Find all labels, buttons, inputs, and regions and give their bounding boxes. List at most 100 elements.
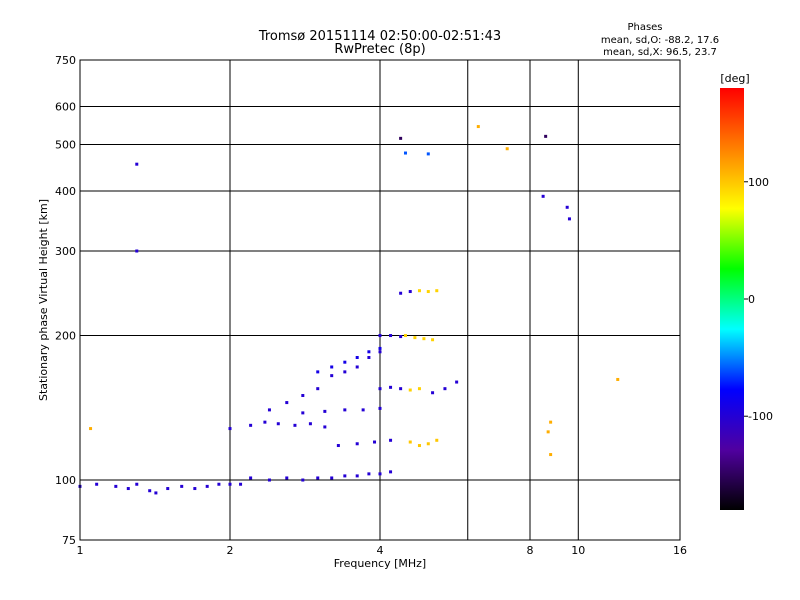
data-point xyxy=(285,401,289,405)
data-point xyxy=(355,442,359,446)
data-point xyxy=(323,409,327,413)
data-point xyxy=(263,420,267,424)
y-tick-label: 400 xyxy=(55,185,76,198)
data-point xyxy=(114,484,118,488)
data-point xyxy=(228,482,232,486)
scatter-points xyxy=(78,125,620,495)
data-point xyxy=(330,365,334,369)
y-tick-label: 200 xyxy=(55,330,76,343)
data-point xyxy=(355,474,359,478)
data-point xyxy=(378,472,382,476)
data-point xyxy=(389,470,393,474)
x-tick-labels: 1 2 4 8 16 10 xyxy=(77,544,688,557)
data-point xyxy=(431,338,435,342)
data-point xyxy=(301,411,305,415)
data-point xyxy=(426,442,430,446)
data-point xyxy=(367,350,371,354)
data-point xyxy=(403,151,407,155)
x-tick-label-minor: 10 xyxy=(571,544,585,557)
data-point xyxy=(126,487,130,491)
data-point xyxy=(373,440,377,444)
x-tick-label: 8 xyxy=(527,544,534,557)
stats-line-x: mean, sd,X: 96.5, 23.7 xyxy=(603,47,717,58)
data-point xyxy=(293,423,297,427)
y-tick-label: 300 xyxy=(55,245,76,258)
data-point xyxy=(431,391,435,395)
x-tick-label: 2 xyxy=(227,544,234,557)
data-point xyxy=(616,377,620,381)
data-point xyxy=(301,394,305,398)
data-point xyxy=(276,422,280,426)
data-point xyxy=(154,491,158,495)
y-tick-label: 100 xyxy=(55,474,76,487)
plot-frame xyxy=(79,59,681,541)
data-point xyxy=(330,476,334,480)
data-point xyxy=(89,427,93,431)
data-point xyxy=(408,440,412,444)
data-point xyxy=(343,474,347,478)
data-point xyxy=(399,335,403,339)
data-point xyxy=(135,249,139,253)
data-point xyxy=(355,355,359,359)
data-point xyxy=(422,337,426,341)
data-point xyxy=(399,291,403,295)
data-point xyxy=(267,408,271,412)
data-point xyxy=(549,453,553,457)
data-point xyxy=(323,425,327,429)
data-point xyxy=(228,427,232,431)
data-point xyxy=(378,387,382,391)
data-point xyxy=(316,476,320,480)
data-point xyxy=(567,217,571,221)
x-tick-label: 4 xyxy=(377,544,384,557)
data-point xyxy=(389,334,393,338)
data-point xyxy=(378,346,382,350)
data-point xyxy=(413,336,417,340)
data-point xyxy=(549,420,553,424)
y-tick-label: 75 xyxy=(62,534,76,547)
data-point xyxy=(135,162,139,166)
data-point xyxy=(541,194,545,198)
colorbar-tick-label: 0 xyxy=(748,293,755,306)
y-tick-label: 500 xyxy=(55,139,76,152)
y-tick-label: 750 xyxy=(55,54,76,67)
data-point xyxy=(544,134,548,138)
y-axis-label: Stationary phase Virtual Height [km] xyxy=(37,199,50,401)
data-point xyxy=(403,334,407,338)
chart-subtitle: RwPretec (8p) xyxy=(334,42,425,57)
x-axis-label: Frequency [MHz] xyxy=(334,557,426,570)
data-point xyxy=(308,422,312,426)
data-point xyxy=(343,360,347,364)
data-point xyxy=(378,334,382,338)
stats-line-o: mean, sd,O: -88.2, 17.6 xyxy=(601,35,719,46)
data-point xyxy=(239,482,243,486)
data-point xyxy=(426,290,430,294)
colorbar-tick-label: 100 xyxy=(748,176,769,189)
data-point xyxy=(301,478,305,482)
data-point xyxy=(417,387,421,391)
data-point xyxy=(166,487,170,491)
data-point xyxy=(217,482,221,486)
colorbar-tick-labels: 100 0 -100 xyxy=(744,176,773,423)
data-point xyxy=(249,423,253,427)
data-point xyxy=(316,370,320,374)
data-point xyxy=(378,406,382,410)
data-point xyxy=(267,478,271,482)
data-point xyxy=(135,482,139,486)
data-point xyxy=(378,350,382,354)
data-point xyxy=(330,374,334,378)
data-point xyxy=(408,388,412,392)
data-point xyxy=(408,290,412,294)
data-point xyxy=(148,489,152,493)
data-point xyxy=(565,205,569,209)
data-point xyxy=(343,370,347,374)
stats-header: Phases xyxy=(627,22,662,33)
data-point xyxy=(355,365,359,369)
x-tick-label: 16 xyxy=(673,544,687,557)
data-point xyxy=(417,289,421,293)
data-point xyxy=(399,136,403,140)
data-point xyxy=(505,147,509,151)
y-tick-label: 600 xyxy=(55,101,76,114)
data-point xyxy=(367,355,371,359)
data-point xyxy=(399,387,403,391)
